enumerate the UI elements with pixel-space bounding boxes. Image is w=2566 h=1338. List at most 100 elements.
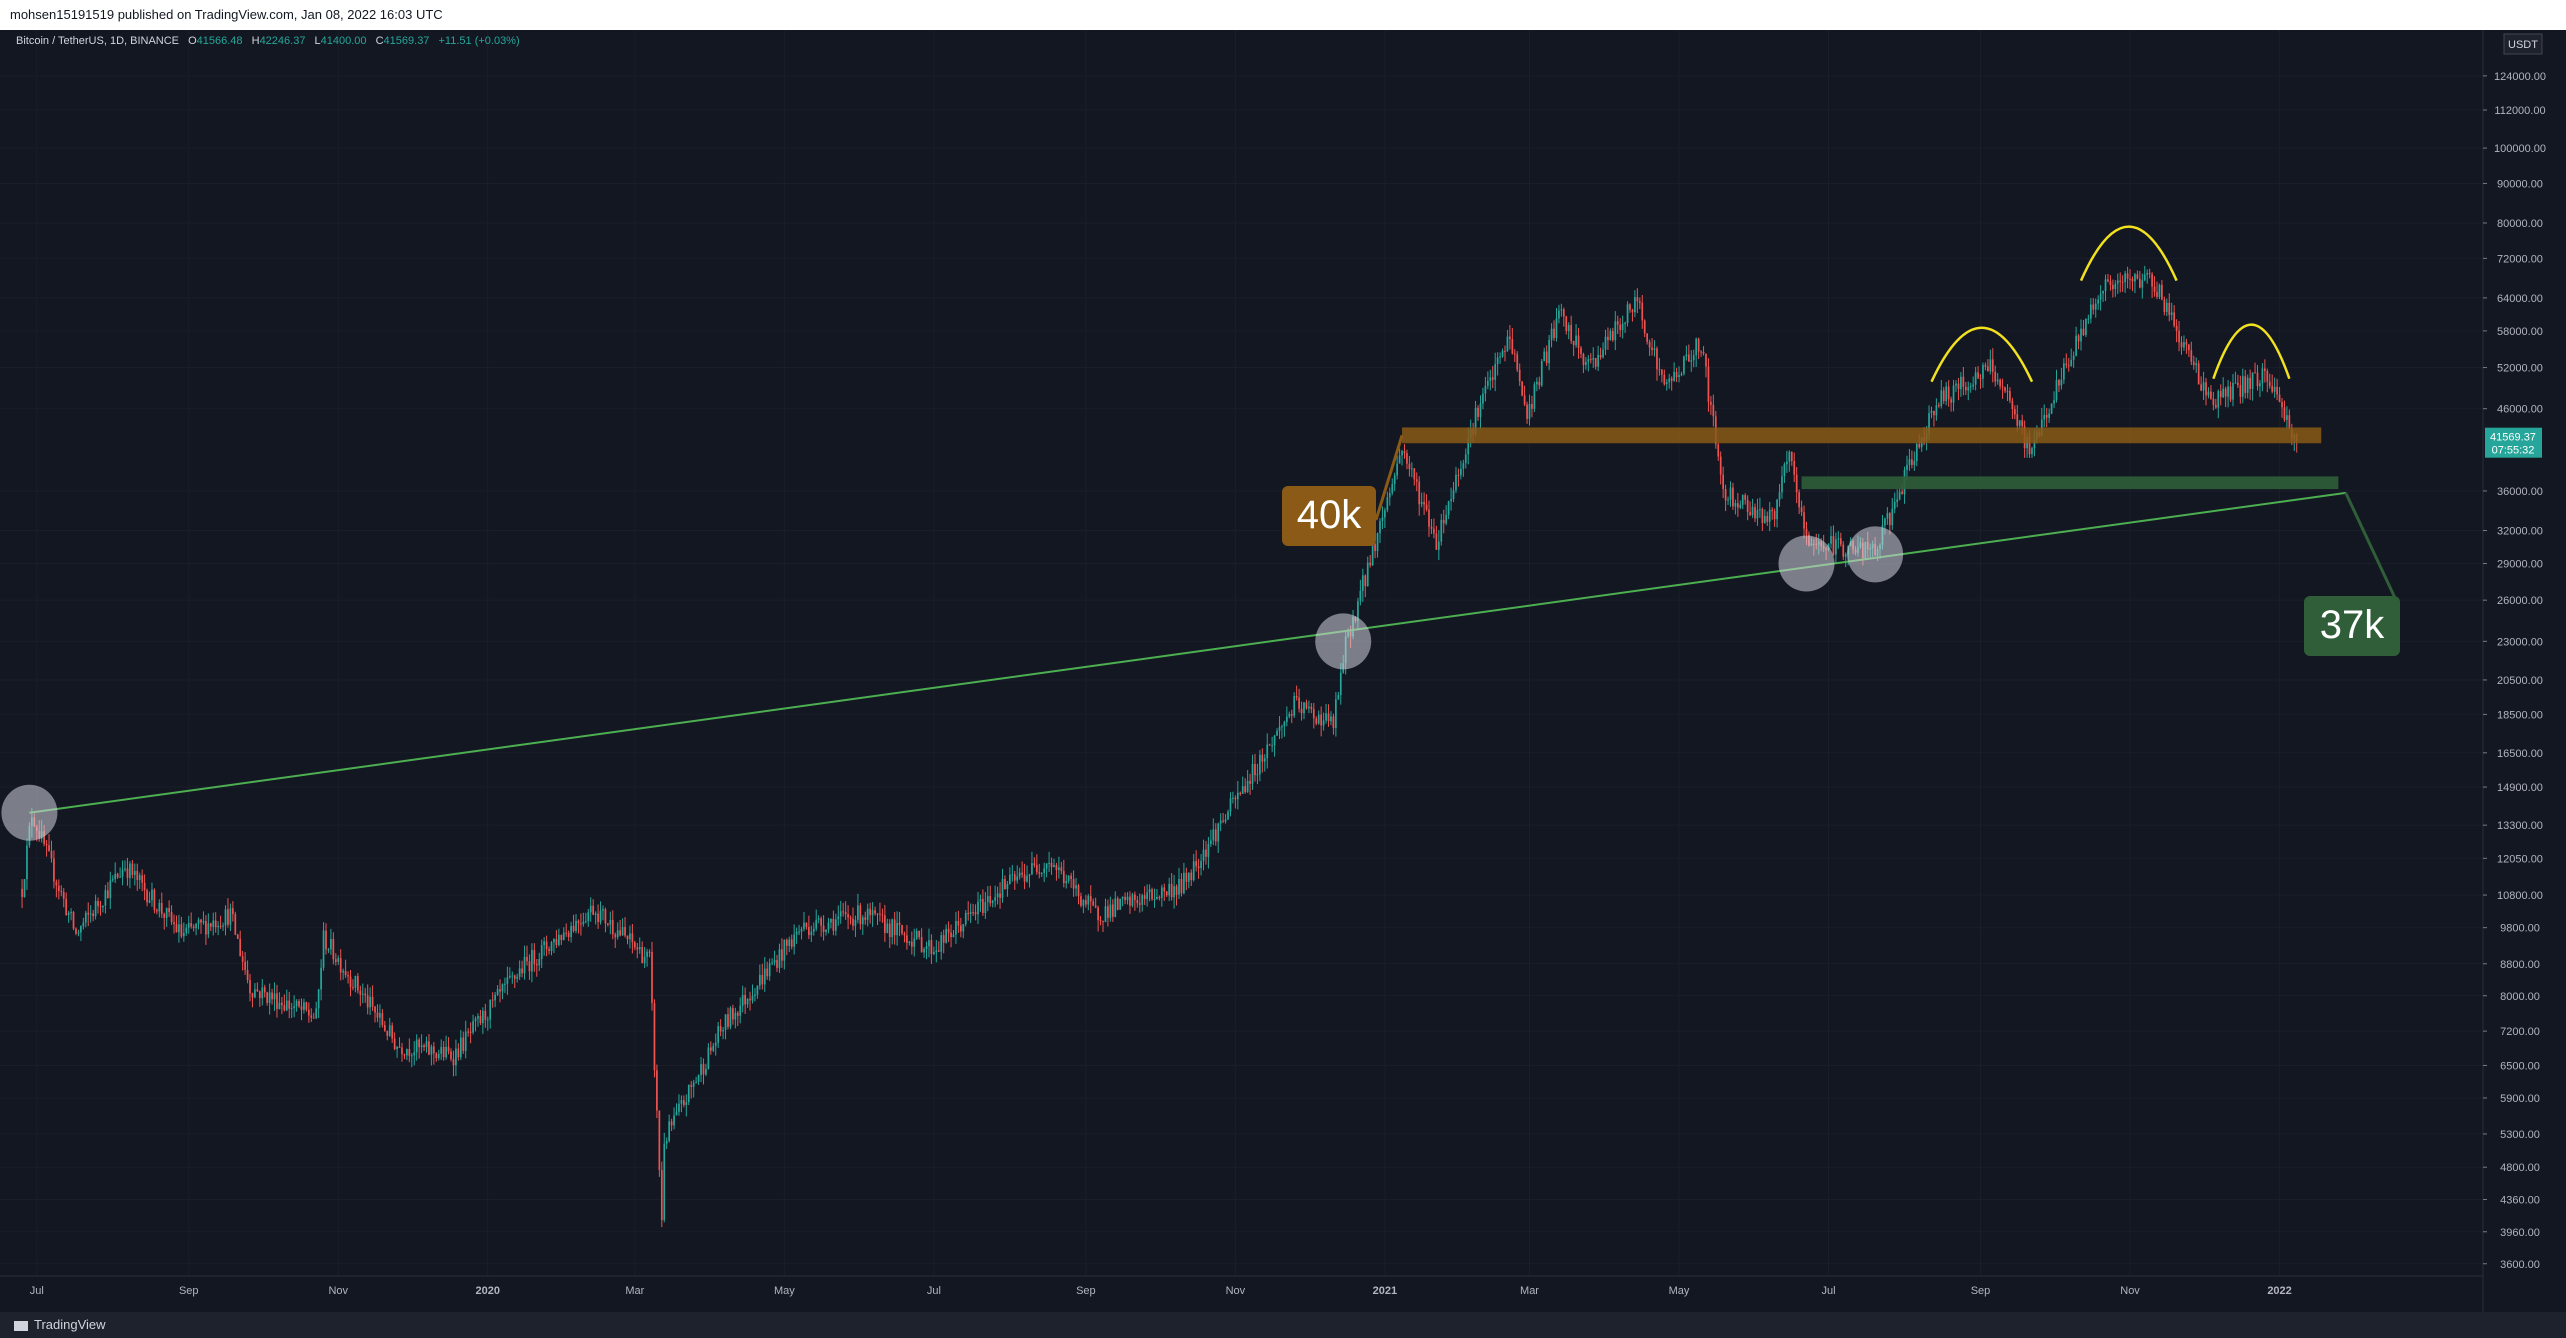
candle-body	[2102, 290, 2104, 294]
candle-body	[1761, 509, 1764, 524]
candle-body	[254, 989, 256, 998]
candle-body	[462, 1037, 465, 1051]
price-tick-label: 112000.00	[2494, 105, 2545, 117]
candle-body	[2224, 388, 2227, 397]
candle-body	[102, 905, 104, 908]
candle-body	[1244, 786, 1247, 793]
candle-body	[1670, 378, 1673, 381]
candle-body	[293, 1006, 295, 1009]
candle-body	[2163, 299, 2166, 312]
candle-body	[94, 901, 97, 917]
candle-body	[1599, 354, 1602, 358]
candle-body	[1842, 544, 1845, 557]
price-tick-label: 5300.00	[2500, 1129, 2540, 1141]
candle-body	[298, 1001, 300, 1007]
candle-body	[2104, 279, 2107, 291]
candle-body	[1295, 696, 1298, 698]
candle-body	[116, 873, 119, 878]
candle-body	[1278, 727, 1281, 731]
price-tick-label: 9800.00	[2500, 923, 2540, 935]
candle-body	[484, 1010, 487, 1020]
candle-body	[1587, 359, 1590, 362]
candle-body	[1803, 512, 1805, 529]
candle-body	[2244, 376, 2247, 393]
price-tick-label: 23000.00	[2497, 636, 2543, 648]
candle-body	[214, 920, 217, 928]
candle-body	[1195, 861, 1198, 867]
candle-body	[1006, 884, 1009, 890]
candle-body	[702, 1064, 705, 1075]
chart-background	[0, 30, 2566, 1312]
candle-body	[822, 925, 825, 932]
candle-body	[1651, 347, 1653, 351]
candle-body	[881, 914, 884, 916]
candle-body	[1629, 304, 1631, 310]
candle-body	[2170, 312, 2173, 316]
candle-body	[1798, 492, 1800, 508]
candle-body	[369, 996, 371, 1008]
candle-body	[1408, 463, 1411, 469]
candle-body	[2031, 448, 2033, 455]
candle-body	[945, 928, 947, 943]
candle-body	[1254, 763, 1256, 776]
candle-body	[84, 912, 87, 923]
candle-body	[1031, 863, 1033, 875]
current-price-value: 41569.37	[2490, 432, 2536, 444]
candle-body	[175, 924, 178, 933]
candle-body	[234, 914, 237, 935]
price-tick-label: 29000.00	[2497, 559, 2543, 571]
candle-body	[2028, 436, 2031, 455]
candle-body	[1315, 718, 1318, 724]
candle-body	[413, 1052, 416, 1056]
candle-body	[820, 918, 822, 926]
candle-body	[1325, 713, 1327, 721]
candle-body	[1901, 491, 1903, 495]
candle-body	[50, 851, 53, 859]
candle-body	[1928, 413, 1930, 434]
candle-body	[1538, 381, 1541, 386]
high-label: H	[252, 35, 260, 47]
candle-body	[1957, 383, 1960, 390]
candle-body	[1724, 488, 1727, 501]
candle-body	[741, 994, 744, 1006]
candle-body	[1004, 878, 1006, 890]
candle-body	[1575, 335, 1577, 346]
candle-body	[185, 927, 188, 933]
candle-body	[1496, 357, 1499, 365]
candle-body	[1935, 405, 1938, 416]
candle-body	[531, 950, 533, 972]
candle-body	[754, 994, 756, 997]
candle-body	[1185, 872, 1188, 882]
candle-body	[1624, 322, 1626, 324]
candle-body	[1545, 351, 1548, 364]
candle-body	[2214, 404, 2217, 408]
time-axis-ticks[interactable]: Jul Sep Nov 2020 Mar May Jul Sep Nov 2021 Mar May Ju…	[30, 1285, 2292, 1297]
candle-body	[1440, 519, 1443, 542]
candle-body	[1379, 520, 1381, 534]
candle-body	[1104, 906, 1107, 922]
candle-body	[1972, 384, 1975, 387]
candle-body	[2222, 388, 2225, 398]
price-tick-label: 100000.00	[2494, 143, 2546, 155]
candle-body	[1888, 513, 1891, 526]
price-axis-ticks: 124000.00 112000.00 100000.00 90000.00 80000…	[2483, 71, 2546, 1271]
price-axis[interactable]	[2483, 30, 2566, 1312]
candle-body	[479, 1016, 482, 1024]
candle-body	[1384, 510, 1386, 518]
candle-body	[1835, 539, 1837, 555]
candle-body	[928, 940, 930, 947]
candle-body	[1276, 730, 1278, 736]
candle-body	[1403, 451, 1406, 454]
candle-body	[1685, 354, 1688, 357]
candle-body	[195, 923, 197, 929]
candle-body	[825, 929, 827, 932]
touch-point-circle	[1847, 526, 1904, 583]
candle-body	[388, 1025, 391, 1036]
candle-body	[2158, 284, 2161, 297]
candle-body	[1084, 900, 1087, 905]
candle-body	[1460, 468, 1462, 476]
candle-body	[2263, 368, 2266, 371]
candle-body	[1648, 341, 1651, 348]
candle-body	[2153, 286, 2156, 292]
price-chart[interactable]: 124000.00 112000.00 100000.00 90000.00 80000…	[0, 30, 2566, 1312]
